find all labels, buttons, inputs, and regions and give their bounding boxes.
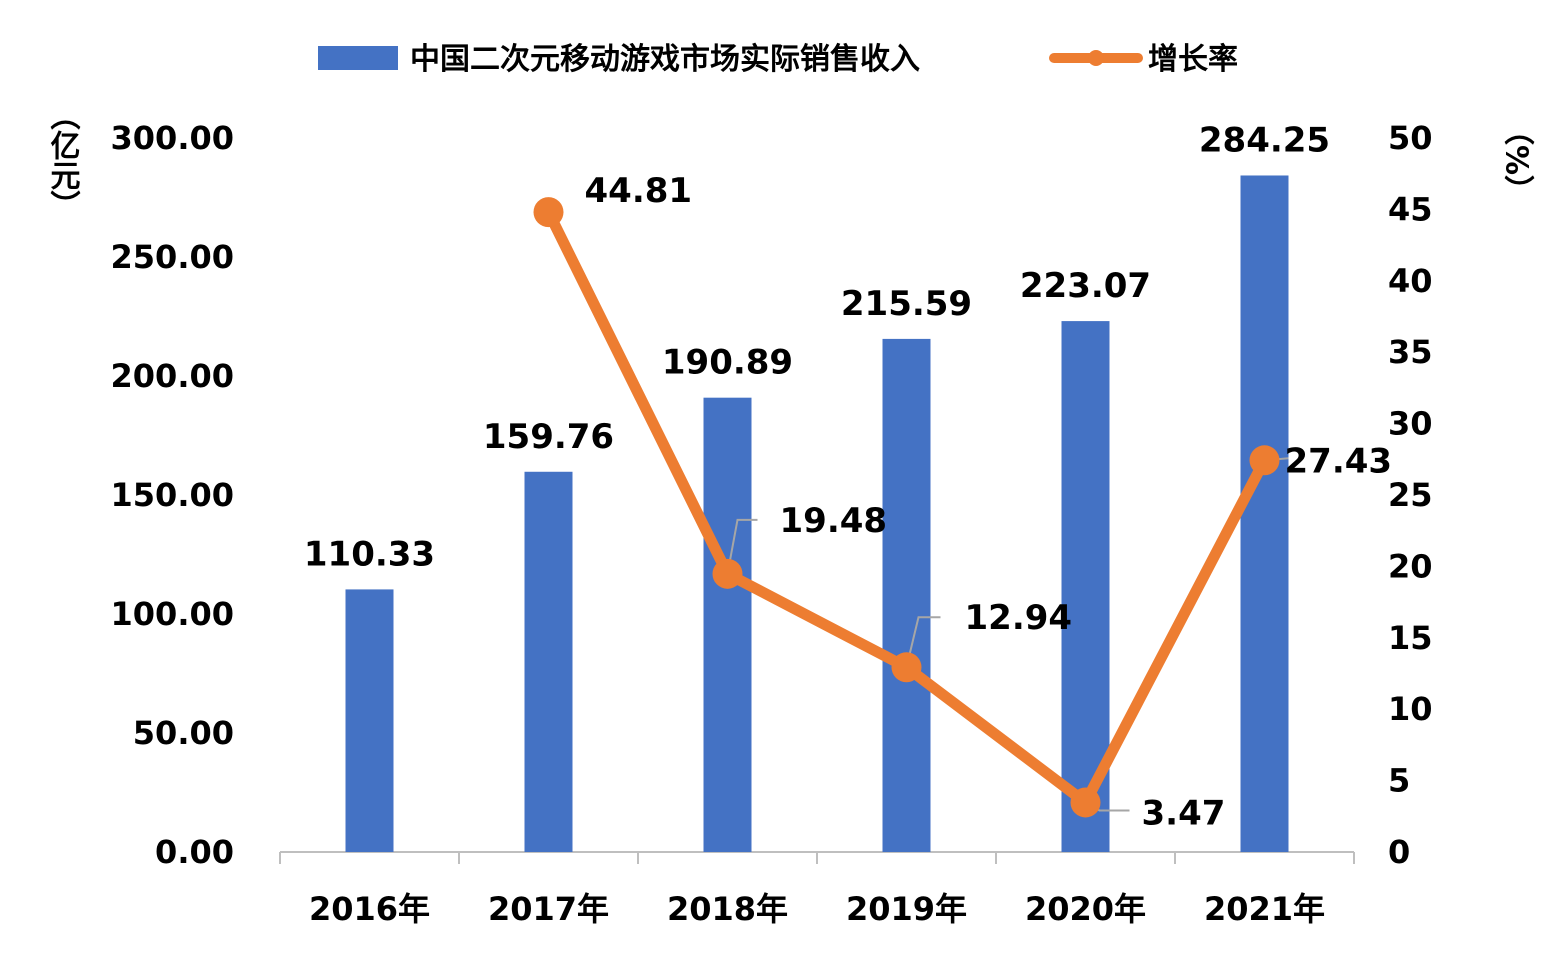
legend-line-label: 增长率 — [1148, 42, 1238, 77]
line-point — [891, 652, 922, 683]
right-axis-tick-label: 15 — [1388, 619, 1433, 657]
bar — [524, 471, 573, 852]
line-point — [712, 558, 743, 589]
right-axis-tick-label: 10 — [1388, 690, 1433, 728]
left-axis-tick-label: 200.00 — [111, 357, 234, 395]
x-axis-category-label: 2017年 — [488, 890, 609, 928]
line-label-leader — [905, 616, 941, 668]
line-point — [533, 197, 564, 228]
line-label-leader — [726, 518, 758, 575]
left-axis-tick-label: 300.00 — [111, 119, 234, 157]
left-axis-tick-label: 100.00 — [111, 595, 234, 633]
bar-data-label: 159.76 — [483, 417, 614, 457]
bar — [882, 338, 931, 852]
right-axis-tick-label: 45 — [1388, 190, 1433, 228]
right-axis-tick-label: 50 — [1388, 119, 1433, 157]
line-data-label: 44.81 — [585, 171, 693, 211]
left-axis-unit-label: （亿元） — [45, 100, 81, 220]
right-axis-unit-label: （%） — [1499, 115, 1535, 205]
x-axis-category-label: 2018年 — [667, 890, 788, 928]
bar-data-label: 190.89 — [662, 343, 793, 383]
bar-data-label: 223.07 — [1020, 266, 1151, 306]
line-data-label: 3.47 — [1142, 793, 1226, 833]
bar-series — [345, 175, 1289, 853]
x-axis-category-label: 2016年 — [309, 890, 430, 928]
bar — [703, 397, 752, 852]
right-axis-tick-label: 25 — [1388, 476, 1433, 514]
bar — [345, 589, 394, 852]
x-axis-category-label: 2019年 — [846, 890, 967, 928]
bar — [1240, 175, 1289, 853]
x-axis: 2016年 2017年 2018年 2019年 2020年 2021年 — [279, 851, 1355, 928]
line-data-label: 19.48 — [780, 501, 888, 541]
legend-bar-label: 中国二次元移动游戏市场实际销售收入 — [410, 42, 920, 77]
bar-data-label: 215.59 — [841, 284, 972, 324]
x-axis-category-label: 2020年 — [1025, 890, 1146, 928]
bar-data-labels: 110.33 159.76 190.89 215.59 223.07 284.25 — [304, 120, 1330, 574]
line-data-label: 27.43 — [1285, 441, 1393, 481]
line-data-label: 12.94 — [965, 598, 1073, 638]
legend-line-marker — [1088, 50, 1104, 66]
right-axis-tick-label: 35 — [1388, 333, 1433, 371]
line-series — [533, 197, 1280, 818]
right-axis-tick-label: 20 — [1388, 547, 1433, 585]
right-axis-tick-label: 40 — [1388, 262, 1433, 300]
right-axis-ticks: 0 5 10 15 20 25 30 35 40 45 50 — [1388, 119, 1433, 871]
right-axis-tick-label: 0 — [1388, 833, 1410, 871]
left-axis-tick-label: 50.00 — [133, 714, 234, 752]
legend-bar-swatch — [318, 46, 398, 70]
legend: 中国二次元移动游戏市场实际销售收入 增长率 — [318, 42, 1238, 77]
bar-data-label: 284.25 — [1199, 120, 1330, 160]
right-axis-tick-label: 5 — [1388, 762, 1410, 800]
x-axis-category-label: 2021年 — [1204, 890, 1325, 928]
right-axis-tick-label: 30 — [1388, 405, 1433, 443]
line-data-labels: 44.81 19.48 12.94 3.47 27.43 — [585, 171, 1393, 833]
left-axis-tick-label: 150.00 — [111, 476, 234, 514]
bar-data-label: 110.33 — [304, 534, 435, 574]
left-axis-tick-label: 250.00 — [111, 238, 234, 276]
line-point — [1249, 445, 1280, 476]
left-axis-tick-label: 0.00 — [155, 833, 234, 871]
left-axis-ticks: 0.00 50.00 100.00 150.00 200.00 250.00 300.00 — [111, 119, 234, 871]
line-point — [1070, 787, 1101, 818]
